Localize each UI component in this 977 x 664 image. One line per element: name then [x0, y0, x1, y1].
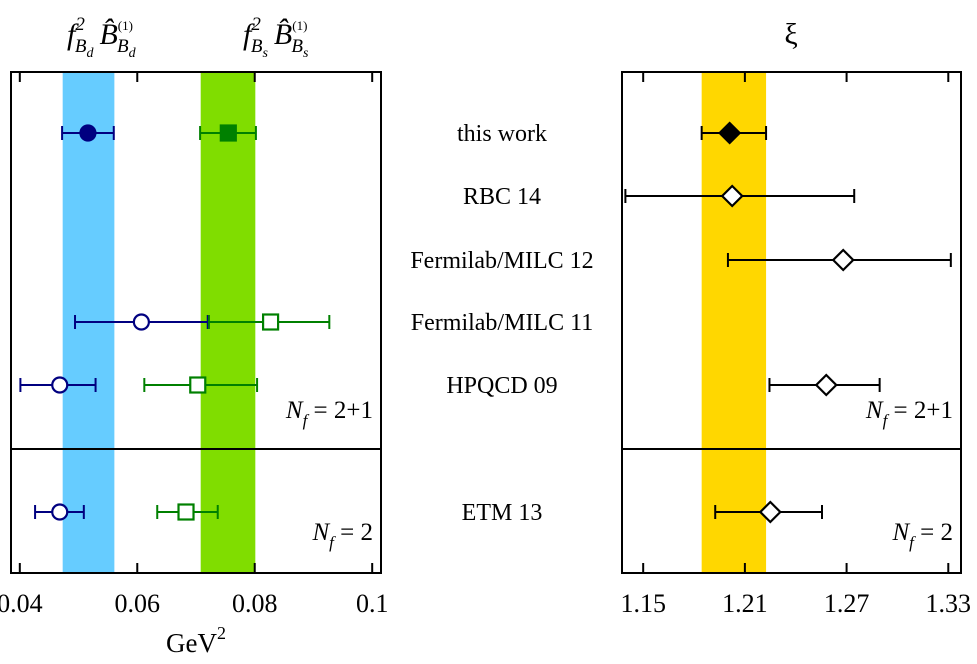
- left-data-point-0-2: [19, 376, 97, 394]
- right-x-tick-label: 1.27: [824, 589, 870, 618]
- left-data-point-1-0: [199, 124, 257, 142]
- right-x-tick-label: 1.21: [722, 589, 768, 618]
- column-header-1: f2 BsB̂(1) Bs: [243, 14, 309, 61]
- right-data-point-0-3: [768, 373, 881, 397]
- hdr-f-subsub: d: [86, 46, 94, 61]
- left-data-point-1-3: [156, 503, 219, 521]
- right-x-tick-label: 1.15: [620, 589, 666, 618]
- nf-N: N: [311, 519, 330, 546]
- column-header-0: f2 BdB̂(1) Bd: [67, 14, 137, 61]
- hdr-f-sup: 2: [251, 14, 261, 35]
- right-plot-frame: [621, 71, 962, 574]
- left-data-point-1-2: [143, 376, 259, 394]
- diamond-marker: [720, 184, 744, 208]
- nf-N: N: [865, 397, 884, 424]
- circle-marker: [79, 124, 97, 142]
- nf-sub: f: [303, 411, 310, 430]
- left-x-tick-label: 0.08: [232, 589, 278, 618]
- nf-sub: f: [883, 411, 890, 430]
- hdr-B-subsub: s: [303, 46, 309, 61]
- xlabel-sup: 2: [217, 623, 226, 643]
- circle-marker: [132, 313, 150, 331]
- row-label-5: ETM 13: [462, 500, 543, 526]
- hdr-f-sub: B: [251, 36, 263, 57]
- row-label-4: HPQCD 09: [446, 373, 557, 399]
- left-x-tick-label: 0.04: [0, 589, 43, 618]
- row-label-3: Fermilab/MILC 11: [411, 310, 593, 336]
- left-data-point-0-3: [34, 503, 85, 521]
- hdr-B-sub: B: [117, 36, 129, 57]
- right-x-tick-label: 1.33: [926, 589, 972, 618]
- diamond-marker: [718, 121, 742, 145]
- left-nf-label-0: Nf = 2+1: [285, 397, 373, 430]
- row-label-1: RBC 14: [463, 184, 541, 210]
- row-labels: this work RBC 14 Fermilab/MILC 12 Fermilab/…: [410, 121, 593, 526]
- left-data-point-1-1: [207, 313, 331, 331]
- hdr-f-sub: B: [75, 36, 87, 57]
- nf-sub: f: [909, 533, 916, 552]
- circle-marker: [51, 376, 69, 394]
- right-nf-label-1: Nf = 2: [891, 519, 953, 552]
- square-marker: [261, 313, 280, 331]
- left-nf-label-1: Nf = 2: [311, 519, 373, 552]
- hdr-f-sup: 2: [75, 14, 85, 35]
- square-marker: [189, 376, 207, 394]
- nf-rest: = 2+1: [307, 397, 373, 424]
- hdr-B-subsub: d: [129, 46, 137, 61]
- hdr-B-sup: (1): [118, 18, 133, 33]
- circle-marker: [51, 503, 69, 521]
- row-label-2: Fermilab/MILC 12: [410, 248, 593, 274]
- hdr-B-sub: B: [291, 36, 303, 57]
- right-data-point-0-2: [726, 248, 952, 272]
- square-marker: [177, 503, 195, 521]
- nf-rest: = 2+1: [887, 397, 953, 424]
- row-label-0: this work: [457, 121, 547, 147]
- diamond-marker: [814, 373, 838, 397]
- left-x-axis-label: GeV2: [166, 623, 226, 658]
- xlabel-main: GeV: [166, 628, 217, 658]
- right-data-point-0-1: [624, 184, 856, 208]
- right-data-point-0-0: [700, 121, 768, 145]
- diamond-marker: [831, 248, 855, 272]
- right-data-point-0-4: [714, 500, 824, 524]
- nf-N: N: [285, 397, 304, 424]
- hdr-f-subsub: s: [262, 46, 268, 61]
- nf-N: N: [891, 519, 910, 546]
- left-data-point-0-1: [74, 313, 209, 331]
- hdr-B: B̂: [274, 18, 292, 51]
- hdr-B-sup: (1): [292, 18, 307, 33]
- right-band-0: [701, 72, 767, 573]
- nf-sub: f: [329, 533, 336, 552]
- left-data-point-0-0: [61, 124, 115, 142]
- left-x-tick-label: 0.06: [115, 589, 161, 618]
- left-panel: 0.04 0.06 0.08 0.1Nf = 2+1Nf = 2f2 BdB̂(1) Bd…: [0, 14, 388, 658]
- left-plot-frame: [10, 71, 382, 574]
- nf-rest: = 2: [914, 519, 953, 546]
- diamond-marker: [758, 500, 782, 524]
- left-x-tick-label: 0.1: [356, 589, 389, 618]
- square-marker: [219, 124, 237, 142]
- right-panel-title: ξ: [784, 18, 797, 51]
- hdr-B: B̂: [99, 18, 117, 51]
- right-nf-label-0: Nf = 2+1: [865, 397, 953, 430]
- nf-rest: = 2: [334, 519, 373, 546]
